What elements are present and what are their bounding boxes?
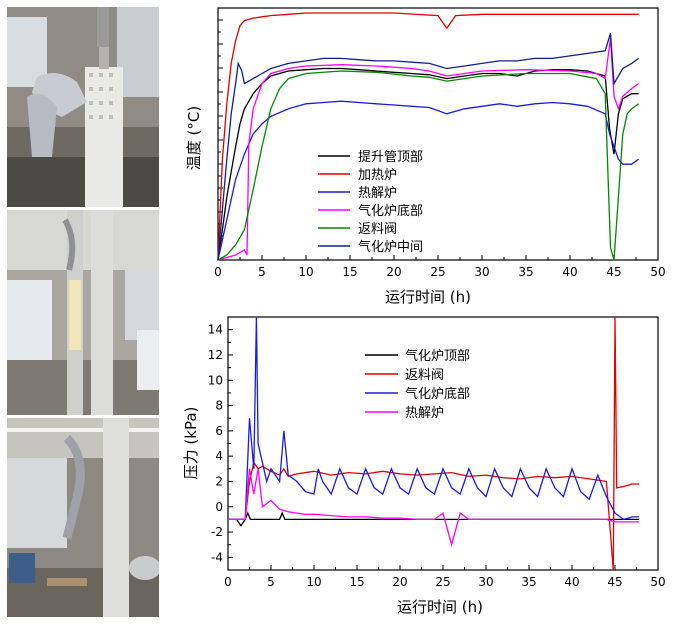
pressure-legend-label-2: 气化炉底部 — [405, 386, 470, 402]
photo-reactor-floor — [7, 418, 159, 617]
pressure-y-axis-label: 压力 (kPa) — [182, 407, 200, 480]
pressure-x-tick-label: 10 — [306, 575, 321, 589]
photo-reactor-insulated — [7, 7, 159, 207]
pressure-legend-label-1: 返料阀 — [405, 368, 444, 383]
temperature-series-line-1 — [217, 12, 639, 261]
temperature-x-tick-label: 30 — [474, 265, 489, 279]
pressure-legend-label-0: 气化炉顶部 — [405, 348, 470, 364]
pressure-y-tick-label: 14 — [208, 323, 223, 337]
temperature-x-tick-label: 0 — [214, 265, 222, 279]
temperature-x-tick-label: 45 — [606, 265, 621, 279]
temperature-legend-label-2: 热解炉 — [358, 186, 397, 201]
temperature-series-line-2 — [217, 100, 639, 261]
pressure-x-tick-label: 40 — [564, 575, 579, 589]
pressure-x-axis-label: 运行时间 (h) — [397, 598, 483, 616]
temperature-x-tick-label: 15 — [342, 265, 357, 279]
pressure-y-tick-label: 4 — [215, 449, 223, 463]
temperature-legend-label-3: 气化炉底部 — [358, 203, 423, 219]
temperature-x-tick-label: 25 — [430, 265, 445, 279]
pressure-y-tick-label: -4 — [211, 550, 223, 564]
pressure-y-tick-label: 12 — [208, 348, 223, 362]
pressure-y-tick-label: -2 — [211, 525, 223, 539]
photo-column — [7, 7, 159, 617]
pressure-chart: 0 5 10 15 20 25 30 35 40 45 50 -4 -2 0 2 4 6 8 10 12 14 气化炉… — [182, 316, 666, 616]
pressure-x-tick-label: 15 — [349, 575, 364, 589]
pressure-y-tick-label: 10 — [208, 373, 223, 387]
temperature-legend-label-4: 返料阀 — [358, 222, 397, 237]
temperature-x-tick-label: 5 — [258, 265, 266, 279]
temperature-x-tick-label: 10 — [298, 265, 313, 279]
temperature-series-line-3 — [217, 38, 639, 261]
pressure-legend-label-3: 热解炉 — [405, 406, 444, 421]
pressure-series-line-1 — [228, 316, 640, 571]
pressure-y-tick-label: 0 — [215, 500, 223, 514]
temperature-legend-label-0: 提升管顶部 — [358, 149, 423, 165]
pressure-y-tick-label: 8 — [215, 399, 223, 413]
temperature-series-line-5 — [217, 33, 639, 261]
pressure-x-tick-label: 0 — [224, 575, 232, 589]
temperature-plot-frame — [217, 7, 659, 261]
pressure-x-tick-label: 25 — [435, 575, 450, 589]
temperature-legend-label-5: 气化炉中间 — [358, 239, 423, 255]
pressure-x-tick-label: 45 — [607, 575, 622, 589]
pressure-x-tick-label: 5 — [267, 575, 275, 589]
temperature-y-axis-label: 温度 (°C) — [185, 106, 203, 170]
pressure-x-tick-label: 50 — [650, 575, 665, 589]
temperature-legend-label-1: 加热炉 — [358, 168, 397, 183]
temperature-series-line-0 — [217, 67, 639, 261]
pressure-x-tick-label: 30 — [478, 575, 493, 589]
temperature-x-tick-label: 20 — [386, 265, 401, 279]
temperature-x-tick-label: 35 — [518, 265, 533, 279]
pressure-x-tick-label: 35 — [521, 575, 536, 589]
pressure-y-tick-label: 6 — [215, 424, 223, 438]
photo-reactor-column — [7, 210, 159, 415]
temperature-x-tick-label: 50 — [650, 265, 665, 279]
temperature-series-line-4 — [217, 70, 639, 261]
pressure-series-line-3 — [228, 468, 640, 548]
pressure-y-tick-label: 2 — [215, 474, 223, 488]
temperature-chart: 0 5 10 15 20 25 30 35 40 45 50 提升管顶部加热炉热解炉气化炉底部返料阀… — [185, 7, 666, 306]
temperature-x-tick-label: 40 — [562, 265, 577, 279]
temperature-x-axis-label: 运行时间 (h) — [385, 288, 471, 306]
pressure-x-tick-label: 20 — [392, 575, 407, 589]
pressure-series-line-2 — [228, 316, 640, 521]
